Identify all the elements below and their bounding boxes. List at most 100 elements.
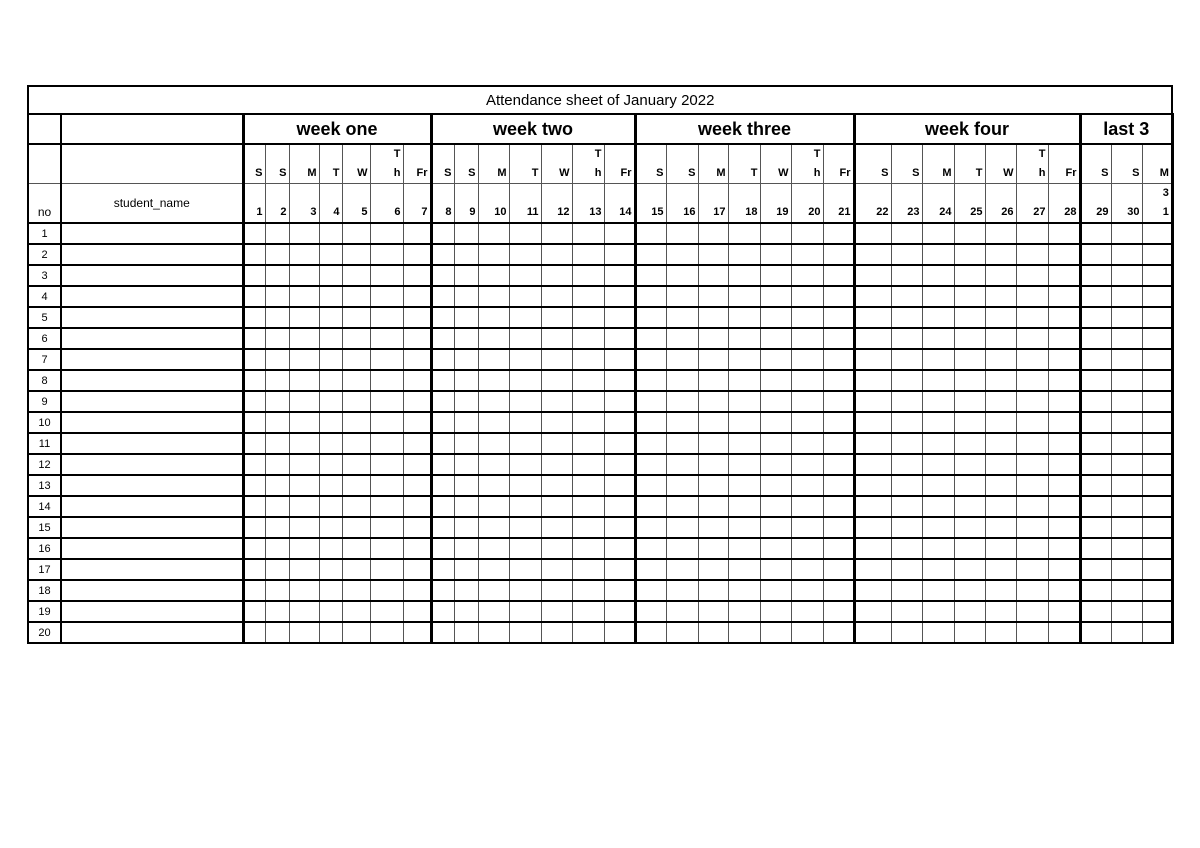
attendance-cell[interactable] [477,411,510,434]
attendance-cell[interactable] [921,516,955,539]
attendance-cell[interactable] [241,222,266,245]
attendance-cell[interactable] [241,348,266,371]
attendance-cell[interactable] [318,285,343,308]
attendance-cell[interactable] [697,495,729,518]
attendance-cell[interactable] [665,306,699,329]
attendance-cell[interactable] [288,222,320,245]
attendance-cell[interactable] [1078,537,1112,560]
attendance-cell[interactable] [508,453,542,476]
attendance-cell[interactable] [890,369,923,392]
attendance-cell[interactable] [453,621,479,644]
attendance-cell[interactable] [697,222,729,245]
attendance-cell[interactable] [1015,453,1049,476]
attendance-cell[interactable] [759,453,792,476]
attendance-cell[interactable] [633,558,667,581]
student-name-cell[interactable] [60,453,244,476]
attendance-cell[interactable] [369,369,404,392]
student-name-cell[interactable] [60,579,244,602]
attendance-cell[interactable] [571,327,605,350]
attendance-cell[interactable] [665,369,699,392]
attendance-cell[interactable] [727,537,761,560]
attendance-cell[interactable] [477,306,510,329]
attendance-cell[interactable] [453,495,479,518]
attendance-cell[interactable] [984,327,1017,350]
attendance-cell[interactable] [288,327,320,350]
attendance-cell[interactable] [890,495,923,518]
attendance-cell[interactable] [822,474,856,497]
attendance-cell[interactable] [953,537,986,560]
attendance-cell[interactable] [1141,264,1174,287]
attendance-cell[interactable] [984,243,1017,266]
attendance-cell[interactable] [759,369,792,392]
attendance-cell[interactable] [477,264,510,287]
attendance-cell[interactable] [369,306,404,329]
attendance-cell[interactable] [603,327,637,350]
attendance-cell[interactable] [369,516,404,539]
attendance-cell[interactable] [1141,348,1174,371]
attendance-cell[interactable] [697,369,729,392]
attendance-cell[interactable] [429,243,455,266]
attendance-cell[interactable] [288,558,320,581]
attendance-cell[interactable] [1078,600,1112,623]
attendance-cell[interactable] [1141,222,1174,245]
attendance-cell[interactable] [264,264,290,287]
attendance-cell[interactable] [264,306,290,329]
attendance-cell[interactable] [890,411,923,434]
attendance-cell[interactable] [921,327,955,350]
attendance-cell[interactable] [288,390,320,413]
attendance-cell[interactable] [953,243,986,266]
attendance-cell[interactable] [264,453,290,476]
attendance-cell[interactable] [1141,537,1174,560]
attendance-cell[interactable] [890,390,923,413]
attendance-cell[interactable] [953,327,986,350]
attendance-cell[interactable] [477,390,510,413]
attendance-cell[interactable] [477,600,510,623]
attendance-cell[interactable] [571,432,605,455]
attendance-cell[interactable] [697,432,729,455]
attendance-cell[interactable] [369,453,404,476]
attendance-cell[interactable] [984,579,1017,602]
attendance-cell[interactable] [890,432,923,455]
attendance-cell[interactable] [603,579,637,602]
attendance-cell[interactable] [890,537,923,560]
attendance-cell[interactable] [984,558,1017,581]
attendance-cell[interactable] [453,369,479,392]
attendance-cell[interactable] [1047,579,1082,602]
attendance-cell[interactable] [790,243,824,266]
attendance-cell[interactable] [264,285,290,308]
attendance-cell[interactable] [1078,432,1112,455]
attendance-cell[interactable] [402,327,433,350]
attendance-cell[interactable] [790,306,824,329]
attendance-cell[interactable] [890,327,923,350]
attendance-cell[interactable] [921,411,955,434]
attendance-cell[interactable] [1078,369,1112,392]
attendance-cell[interactable] [402,411,433,434]
attendance-cell[interactable] [759,600,792,623]
attendance-cell[interactable] [852,327,892,350]
attendance-cell[interactable] [1110,327,1143,350]
attendance-cell[interactable] [508,621,542,644]
attendance-cell[interactable] [790,453,824,476]
attendance-cell[interactable] [953,222,986,245]
attendance-cell[interactable] [890,600,923,623]
attendance-cell[interactable] [603,432,637,455]
attendance-cell[interactable] [1110,453,1143,476]
attendance-cell[interactable] [453,264,479,287]
attendance-cell[interactable] [727,411,761,434]
attendance-cell[interactable] [603,537,637,560]
attendance-cell[interactable] [453,348,479,371]
attendance-cell[interactable] [1110,432,1143,455]
attendance-cell[interactable] [852,390,892,413]
attendance-cell[interactable] [571,474,605,497]
attendance-cell[interactable] [759,222,792,245]
attendance-cell[interactable] [429,495,455,518]
attendance-cell[interactable] [852,264,892,287]
attendance-cell[interactable] [369,579,404,602]
attendance-cell[interactable] [727,222,761,245]
attendance-cell[interactable] [508,348,542,371]
attendance-cell[interactable] [822,411,856,434]
attendance-cell[interactable] [1078,453,1112,476]
attendance-cell[interactable] [1110,621,1143,644]
attendance-cell[interactable] [264,558,290,581]
attendance-cell[interactable] [540,537,573,560]
